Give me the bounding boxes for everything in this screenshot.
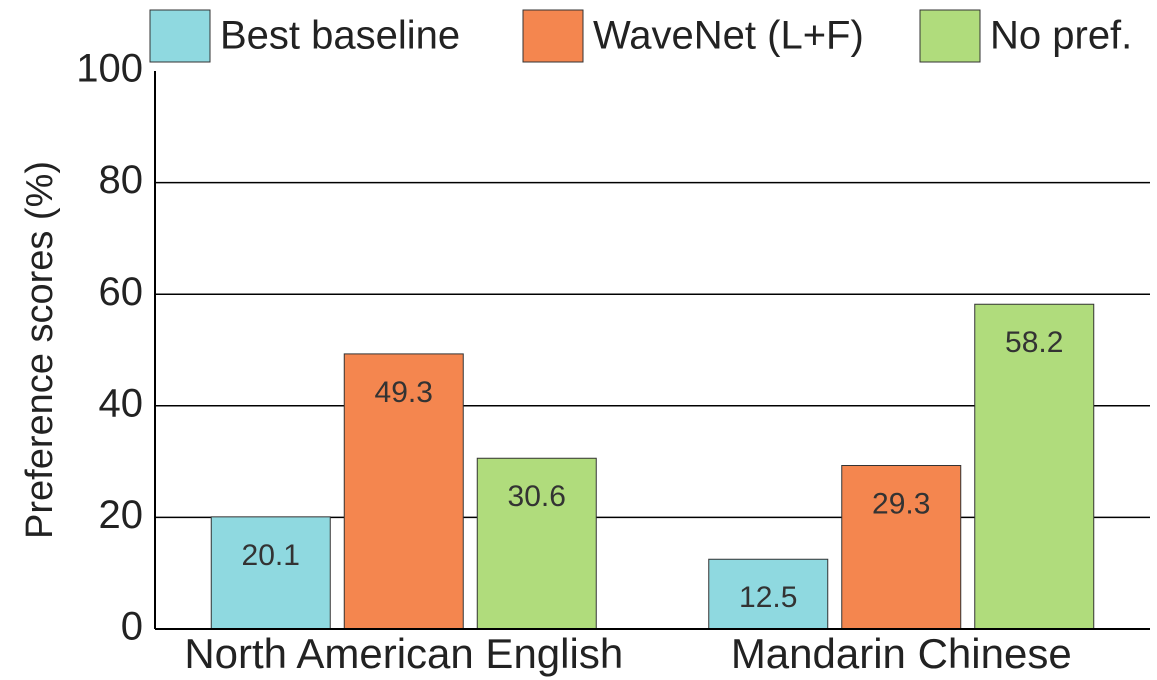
data-label: 58.2 [1005, 326, 1063, 359]
data-label: 49.3 [375, 376, 433, 409]
x-tick-label: Mandarin Chinese [731, 630, 1072, 677]
y-tick-label: 20 [99, 493, 144, 537]
x-tick-label: North American English [184, 630, 623, 677]
y-axis-label: Preference scores (%) [19, 161, 61, 539]
y-tick-label: 40 [99, 381, 144, 425]
legend-swatch [522, 9, 584, 63]
legend-label: WaveNet (L+F) [593, 14, 864, 58]
bar [974, 303, 1095, 630]
bar [343, 353, 464, 630]
legend-swatch [149, 9, 211, 63]
legend-swatch [919, 9, 981, 63]
bar [841, 465, 962, 630]
y-tick-label: 80 [99, 158, 144, 202]
data-label: 29.3 [872, 487, 930, 520]
bar [708, 558, 829, 630]
legend-label: No pref. [990, 14, 1132, 58]
bar [210, 516, 331, 630]
data-label: 20.1 [242, 539, 300, 572]
y-tick-label: 60 [99, 270, 144, 314]
data-label: 12.5 [739, 581, 797, 614]
y-tick-label: 100 [76, 47, 143, 91]
y-tick-label: 0 [121, 605, 143, 649]
data-label: 30.6 [508, 480, 566, 513]
legend-label: Best baseline [220, 14, 460, 58]
